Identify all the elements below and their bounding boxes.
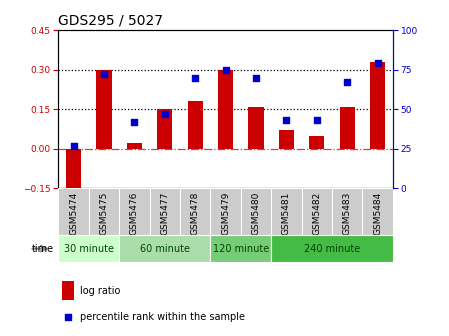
Bar (188, 101, 203, 149)
Text: GSM5476: GSM5476 (130, 192, 139, 235)
FancyBboxPatch shape (211, 235, 271, 262)
FancyBboxPatch shape (241, 188, 271, 235)
Text: GSM5480: GSM5480 (251, 192, 260, 235)
FancyBboxPatch shape (332, 188, 362, 235)
Point (70, 143, 77, 148)
Point (64, 315, 71, 320)
Point (283, 118, 290, 123)
Point (161, 111, 168, 117)
Text: GSM5484: GSM5484 (373, 192, 382, 235)
Point (343, 80, 351, 85)
Text: GSM5474: GSM5474 (69, 192, 78, 235)
Point (131, 119, 138, 125)
FancyBboxPatch shape (150, 188, 180, 235)
FancyBboxPatch shape (58, 235, 119, 262)
Text: GDS295 / 5027: GDS295 / 5027 (58, 14, 163, 28)
Text: percentile rank within the sample: percentile rank within the sample (80, 312, 246, 323)
Bar (66, 149, 81, 196)
Text: 240 minute: 240 minute (304, 244, 360, 254)
Point (374, 61, 381, 66)
Point (252, 75, 260, 80)
Text: GSM5481: GSM5481 (282, 192, 291, 235)
Text: log ratio: log ratio (80, 286, 121, 296)
FancyBboxPatch shape (271, 188, 302, 235)
Text: 30 minute: 30 minute (64, 244, 114, 254)
Point (222, 67, 229, 73)
Text: GSM5483: GSM5483 (343, 192, 352, 235)
Point (101, 72, 108, 77)
Bar (248, 107, 264, 149)
Bar (218, 70, 233, 149)
Bar (339, 107, 355, 149)
Text: GSM5477: GSM5477 (160, 192, 169, 235)
FancyBboxPatch shape (271, 235, 393, 262)
Bar (157, 109, 172, 149)
Text: GSM5478: GSM5478 (191, 192, 200, 235)
FancyBboxPatch shape (211, 188, 241, 235)
Bar (279, 130, 294, 149)
FancyBboxPatch shape (119, 188, 150, 235)
FancyBboxPatch shape (180, 188, 211, 235)
Point (192, 75, 199, 80)
Text: time: time (32, 244, 54, 254)
Text: 120 minute: 120 minute (213, 244, 269, 254)
Bar (309, 135, 325, 149)
Bar (370, 62, 385, 149)
Text: GSM5479: GSM5479 (221, 192, 230, 235)
Bar (62, 281, 74, 300)
Point (313, 118, 321, 123)
Text: GSM5475: GSM5475 (100, 192, 109, 235)
FancyBboxPatch shape (119, 235, 211, 262)
Text: GSM5482: GSM5482 (313, 192, 321, 235)
FancyBboxPatch shape (89, 188, 119, 235)
FancyBboxPatch shape (302, 188, 332, 235)
Text: 60 minute: 60 minute (140, 244, 190, 254)
Bar (127, 143, 142, 149)
FancyBboxPatch shape (362, 188, 393, 235)
Bar (97, 70, 112, 149)
FancyBboxPatch shape (58, 188, 89, 235)
